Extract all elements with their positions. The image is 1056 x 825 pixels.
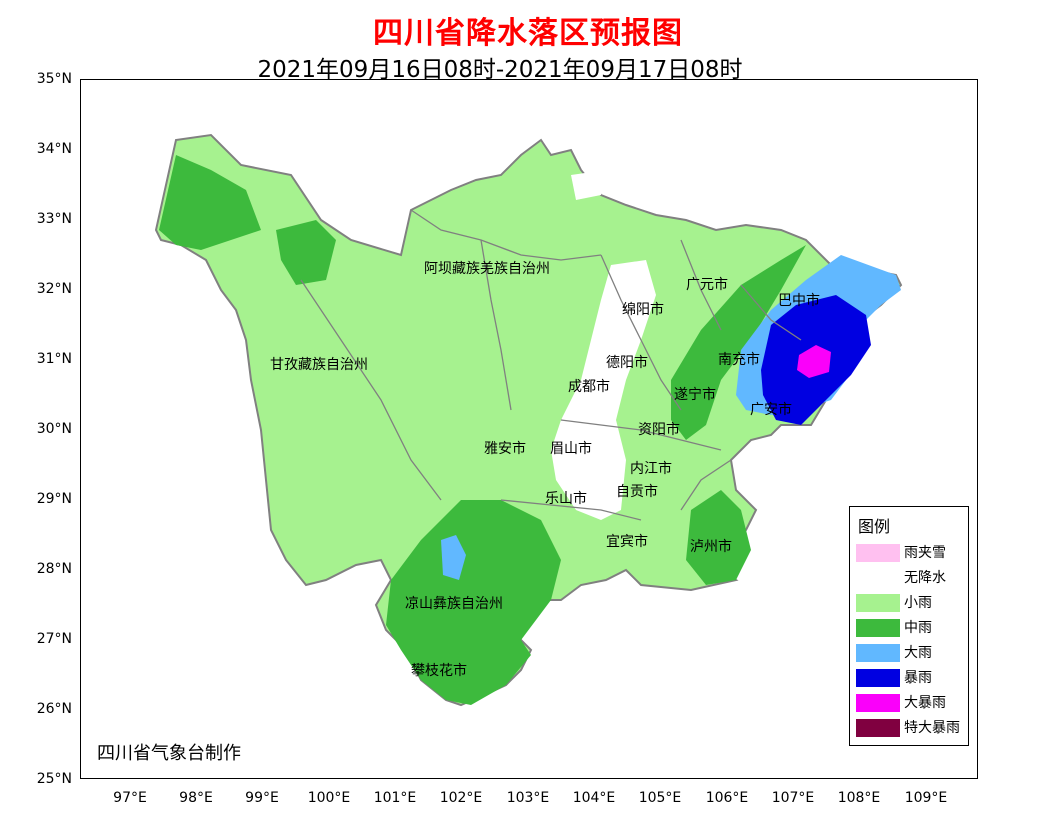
- legend-label-no-precip: 无降水: [904, 570, 946, 586]
- legend-swatch-heavy-rain: [856, 644, 900, 662]
- moderate-rain-luzhou: [686, 490, 751, 585]
- legend-item-sleet: 雨夹雪: [856, 543, 968, 563]
- legend-label-light-rain: 小雨: [904, 595, 932, 611]
- lon-label-103: 103°E: [506, 790, 550, 806]
- lon-label-109: 109°E: [904, 790, 948, 806]
- map-title: 四川省降水落区预报图: [373, 16, 683, 51]
- city-label-yibin: 宜宾市: [606, 534, 648, 550]
- lon-label-108: 108°E: [837, 790, 881, 806]
- legend-label-heavy-rainstorm: 大暴雨: [904, 695, 946, 711]
- city-label-leshan: 乐山市: [545, 491, 587, 507]
- precipitation-map: [154, 133, 903, 707]
- legend-label-moderate-rain: 中雨: [904, 620, 932, 636]
- lat-label-34: 34°N: [36, 141, 72, 157]
- lat-label-25: 25°N: [36, 771, 72, 787]
- no-precip-north: [571, 170, 606, 200]
- forecast-period: 2021年09月16日08时-2021年09月17日08时: [257, 57, 743, 83]
- legend-label-rainstorm: 暴雨: [904, 670, 932, 686]
- moderate-rain-east-band: [671, 245, 806, 440]
- city-label-zigong: 自贡市: [616, 484, 658, 500]
- lon-label-100: 100°E: [307, 790, 351, 806]
- lat-label-26: 26°N: [36, 701, 72, 717]
- legend-swatch-no-precip: [856, 569, 900, 587]
- legend-item-no-precip: 无降水: [856, 568, 968, 588]
- city-label-nanchong: 南充市: [718, 352, 760, 368]
- moderate-rain-south: [386, 500, 561, 705]
- city-label-aba: 阿坝藏族羌族自治州: [424, 261, 550, 277]
- city-label-neijiang: 内江市: [630, 461, 672, 477]
- lat-label-31: 31°N: [36, 351, 72, 367]
- lon-label-106: 106°E: [705, 790, 749, 806]
- legend-title: 图例: [858, 517, 891, 536]
- city-label-meishan: 眉山市: [550, 441, 592, 457]
- legend-item-moderate-rain: 中雨: [856, 618, 968, 638]
- city-label-chengdu: 成都市: [568, 379, 610, 395]
- legend-swatch-rainstorm: [856, 669, 900, 687]
- legend-item-heavy-rain: 大雨: [856, 643, 968, 663]
- legend-item-heavy-rainstorm: 大暴雨: [856, 693, 968, 713]
- lon-label-99: 99°E: [245, 790, 279, 806]
- city-label-suining: 遂宁市: [674, 387, 716, 403]
- city-label-luzhou: 泸州市: [690, 539, 732, 555]
- lon-label-107: 107°E: [771, 790, 815, 806]
- legend-label-extreme-rainstorm: 特大暴雨: [904, 720, 960, 736]
- legend-swatch-heavy-rainstorm: [856, 694, 900, 712]
- legend-label-sleet: 雨夹雪: [904, 545, 946, 561]
- city-label-panzhihua: 攀枝花市: [411, 663, 467, 679]
- lon-label-98: 98°E: [179, 790, 213, 806]
- city-label-deyang: 德阳市: [606, 355, 648, 371]
- legend-item-extreme-rainstorm: 特大暴雨: [856, 718, 968, 738]
- legend-swatch-moderate-rain: [856, 619, 900, 637]
- lat-label-32: 32°N: [36, 281, 72, 297]
- lat-label-29: 29°N: [36, 491, 72, 507]
- lon-label-102: 102°E: [439, 790, 483, 806]
- city-label-liangshan: 凉山彝族自治州: [405, 596, 503, 612]
- lon-label-101: 101°E: [373, 790, 417, 806]
- city-label-ganzi: 甘孜藏族自治州: [270, 357, 368, 373]
- lat-label-35: 35°N: [36, 71, 72, 87]
- city-label-mianyang: 绵阳市: [622, 302, 664, 318]
- city-label-bazhong: 巴中市: [778, 293, 820, 309]
- moderate-rain-northwest: [159, 155, 261, 250]
- legend-swatch-sleet: [856, 544, 900, 562]
- city-label-guangan: 广安市: [750, 402, 792, 418]
- lat-label-27: 27°N: [36, 631, 72, 647]
- legend-swatch-light-rain: [856, 594, 900, 612]
- moderate-rain-north: [276, 220, 336, 285]
- heavy-rainstorm-core: [797, 345, 831, 378]
- legend-item-light-rain: 小雨: [856, 593, 968, 613]
- heavy-rain-liangshan: [441, 535, 466, 580]
- city-label-guangyuan: 广元市: [686, 277, 728, 293]
- lat-label-30: 30°N: [36, 421, 72, 437]
- legend-item-rainstorm: 暴雨: [856, 668, 968, 688]
- city-label-ziyang: 资阳市: [638, 422, 680, 438]
- lat-label-33: 33°N: [36, 211, 72, 227]
- city-label-yaan: 雅安市: [484, 441, 526, 457]
- legend-swatch-extreme-rainstorm: [856, 719, 900, 737]
- map-frame: [80, 79, 978, 779]
- legend-label-heavy-rain: 大雨: [904, 645, 932, 661]
- lon-label-105: 105°E: [638, 790, 682, 806]
- legend-panel: 图例 雨夹雪 无降水 小雨 中雨 大雨 暴雨 大暴雨 特大暴雨: [849, 506, 969, 746]
- lon-label-97: 97°E: [113, 790, 147, 806]
- lon-label-104: 104°E: [572, 790, 616, 806]
- agency-credit: 四川省气象台制作: [97, 743, 241, 764]
- lat-label-28: 28°N: [36, 561, 72, 577]
- no-precip-chengdu-plain: [551, 260, 656, 520]
